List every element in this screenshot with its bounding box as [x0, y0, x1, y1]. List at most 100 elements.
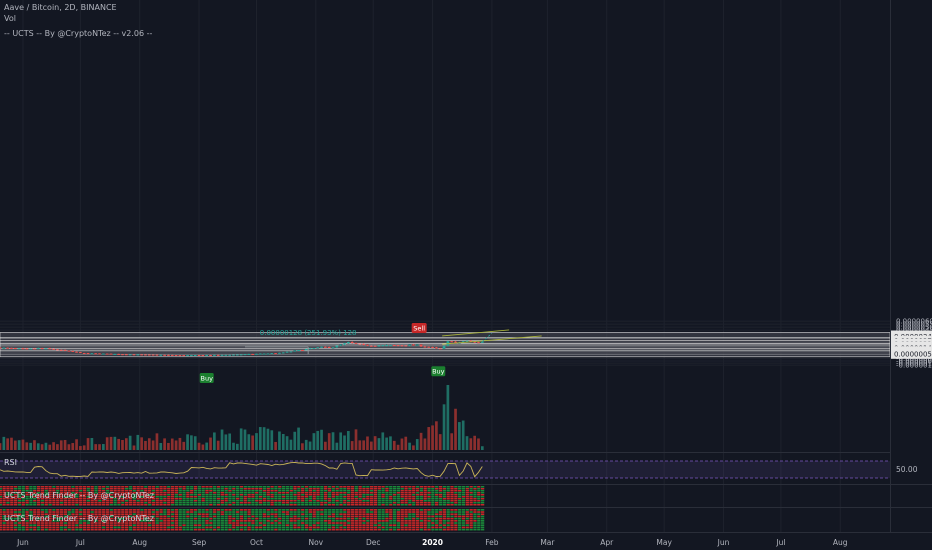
trend-cell	[442, 526, 446, 529]
trend-cell	[335, 524, 339, 527]
trend-cell	[29, 496, 33, 498]
trend-cell	[316, 528, 320, 531]
trend-cell	[339, 517, 343, 520]
trend-cell	[167, 526, 171, 529]
trend-cell	[320, 502, 324, 504]
trend-cell	[373, 524, 378, 527]
trend-cell	[94, 520, 98, 522]
trend-cell	[167, 511, 171, 513]
trend-cell	[105, 515, 110, 518]
trend-cell	[79, 498, 83, 500]
trend-cell	[247, 496, 251, 498]
trend-cell	[251, 513, 255, 516]
trend-cell	[17, 524, 22, 527]
trend-cell	[423, 515, 427, 518]
trend-cell	[266, 513, 270, 516]
trend-cell	[224, 517, 228, 520]
candle-body	[412, 344, 415, 346]
trend-cell	[105, 511, 110, 513]
trend-cell	[140, 524, 144, 527]
trend-cell	[94, 526, 98, 529]
trend-cell	[270, 524, 274, 527]
trend-cell	[247, 488, 251, 490]
trend-cell	[324, 524, 328, 527]
trend-cell	[0, 500, 2, 502]
trend-cell	[228, 496, 232, 498]
trend-cell	[128, 515, 133, 518]
trend-cell	[347, 520, 351, 522]
trend-cell	[36, 522, 41, 524]
trend-cell	[128, 513, 133, 516]
trend-cell	[121, 504, 125, 506]
volume-bar	[59, 440, 63, 450]
trend-cell	[431, 494, 435, 496]
trend-cell	[163, 496, 167, 498]
trend-cell	[232, 528, 236, 531]
trend-cell	[235, 526, 240, 529]
trend-cell	[385, 494, 389, 496]
trend-cell	[59, 492, 64, 494]
trend-cell	[312, 498, 316, 500]
trend-cell	[147, 490, 152, 492]
trend-cell	[90, 509, 94, 511]
trend-cell	[404, 513, 408, 516]
trend-cell	[446, 522, 450, 524]
trend-cell	[477, 522, 481, 524]
trend-cell	[278, 504, 282, 506]
trend-cell	[347, 522, 351, 524]
trend-cell	[324, 528, 328, 531]
trend-cell	[400, 509, 404, 511]
trend-cell	[109, 486, 113, 488]
trend-cell	[147, 522, 152, 524]
trend-cell	[136, 511, 140, 513]
trend-cell	[10, 522, 14, 524]
trend-cell	[178, 498, 182, 500]
volume-bar	[105, 437, 109, 450]
candle-body	[255, 353, 258, 355]
trend-cell	[400, 522, 404, 524]
trend-cell	[25, 526, 29, 529]
trend-cell	[435, 490, 439, 492]
trend-cell	[362, 511, 366, 513]
trend-cell	[446, 502, 450, 504]
trend-cell	[167, 517, 171, 520]
trend-cell	[285, 513, 290, 516]
trend-cell	[389, 515, 393, 518]
trend-cell	[385, 524, 389, 527]
trend-cell	[21, 522, 25, 524]
trend-cell	[408, 502, 412, 504]
trend-cell	[381, 513, 385, 516]
trend-cell	[293, 513, 297, 516]
trend-cell	[44, 500, 48, 502]
candle-body	[144, 354, 147, 356]
trend-cell	[247, 513, 251, 516]
volume-bar	[389, 436, 392, 450]
trend-cell	[347, 496, 351, 498]
trend-cell	[209, 498, 213, 500]
trend-cell	[266, 504, 270, 506]
trend-cell	[255, 524, 259, 527]
trend-cell	[105, 502, 110, 504]
trend-cell	[419, 494, 424, 496]
trend-cell	[435, 488, 439, 490]
trend-cell	[186, 511, 190, 513]
trend-cell	[316, 494, 320, 496]
trend-cell	[461, 488, 466, 490]
trend-cell	[56, 494, 60, 496]
trend-cell	[82, 492, 87, 494]
time-axis[interactable]: Jun Jul Aug Sep Oct Nov Dec 2020 Feb Mar Apr May Jun…	[16, 538, 848, 547]
trend-cell	[431, 492, 435, 494]
trend-cell	[446, 498, 450, 500]
trend-cell	[343, 517, 347, 520]
trend-cell	[17, 509, 22, 511]
trend-cell	[2, 511, 6, 513]
trend-cell	[473, 504, 477, 506]
trend-cell	[316, 522, 320, 524]
trend-cell	[67, 515, 71, 518]
trend-cell	[209, 513, 213, 516]
trend-cell	[90, 486, 94, 488]
candle-body	[247, 353, 251, 355]
trend-cell	[82, 517, 87, 520]
trend-cell	[377, 520, 381, 522]
